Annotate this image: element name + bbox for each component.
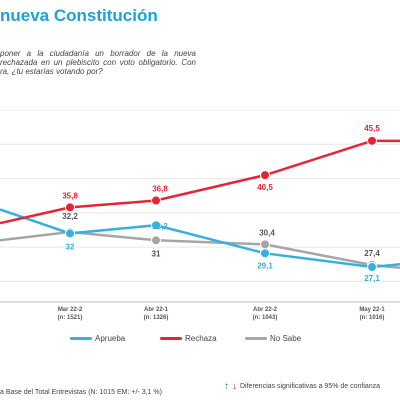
x-tick-n: (n: 1326)	[144, 315, 169, 321]
legend-swatch-rechaza	[160, 337, 182, 340]
legend: Aprueba Rechaza No Sabe	[70, 334, 370, 348]
data-label-rechaza: 35,8	[62, 191, 78, 200]
data-point-rechaza	[367, 135, 377, 146]
data-point-no-sabe	[260, 239, 270, 250]
legend-label-rechaza: Rechaza	[185, 334, 217, 343]
x-tick-n: (n: 1521)	[58, 315, 83, 321]
x-tick-n: (n: 1043)	[253, 315, 278, 321]
data-point-aprueba	[65, 228, 75, 239]
legend-item-aprueba: Aprueba	[70, 334, 125, 343]
data-point-aprueba	[260, 248, 270, 259]
data-label-aprueba: 29,1	[257, 261, 273, 270]
significance-note: ↑ ↓ Diferencias significativas a 95% de …	[224, 381, 380, 392]
x-tick-label: May 22-1	[359, 307, 385, 313]
line-chart: Mar 22-2 (n: 1521) Abr 22-1 (n: 1326) Abr 22…	[0, 110, 400, 321]
data-label-no-sabe: 30,4	[259, 228, 275, 237]
data-label-no-sabe: 27,4	[364, 249, 380, 258]
data-label-rechaza: 40,5	[257, 183, 273, 192]
legend-label-aprueba: Aprueba	[95, 334, 126, 343]
data-label-rechaza: 45,5	[364, 124, 380, 133]
x-tick-label: Abr 22-2	[253, 307, 278, 313]
chart-title: nueva Constitución	[0, 6, 158, 25]
arrow-down-icon: ↓	[232, 381, 237, 392]
series-line-rechaza	[0, 139, 400, 225]
data-label-aprueba: 32	[66, 242, 75, 251]
x-tick-label: Mar 22-2	[58, 307, 83, 313]
x-tick-label: Abr 22-1	[144, 307, 169, 313]
legend-label-no-sabe: No Sabe	[270, 334, 302, 343]
data-label-aprueba: 27,1	[364, 274, 380, 283]
legend-item-no-sabe: No Sabe	[245, 334, 301, 343]
legend-swatch-aprueba	[70, 337, 92, 340]
data-point-aprueba	[367, 262, 377, 273]
data-label-no-sabe: 31	[152, 249, 161, 258]
legend-swatch-no-sabe	[245, 337, 267, 340]
sample-source: a Base del Total Entrevistas (N: 1015 EM…	[0, 389, 162, 396]
legend-item-rechaza: Rechaza	[160, 334, 217, 343]
arrow-up-icon: ↑	[224, 381, 229, 392]
data-label-no-sabe: 32,2	[62, 212, 78, 221]
significance-text: Diferencias significativas a 95% de conf…	[240, 383, 381, 390]
data-label-rechaza: 36,8	[152, 185, 168, 194]
data-label-aprueba: 33,2	[152, 222, 168, 231]
data-point-rechaza	[65, 202, 75, 213]
data-point-no-sabe	[151, 235, 161, 246]
data-point-rechaza	[260, 170, 270, 181]
data-point-rechaza	[151, 195, 161, 206]
x-tick-n: (n: 1016)	[360, 315, 385, 321]
survey-question: poner a la ciudadanía un borrador de la …	[0, 49, 196, 76]
data-point-aprueba	[151, 220, 161, 231]
